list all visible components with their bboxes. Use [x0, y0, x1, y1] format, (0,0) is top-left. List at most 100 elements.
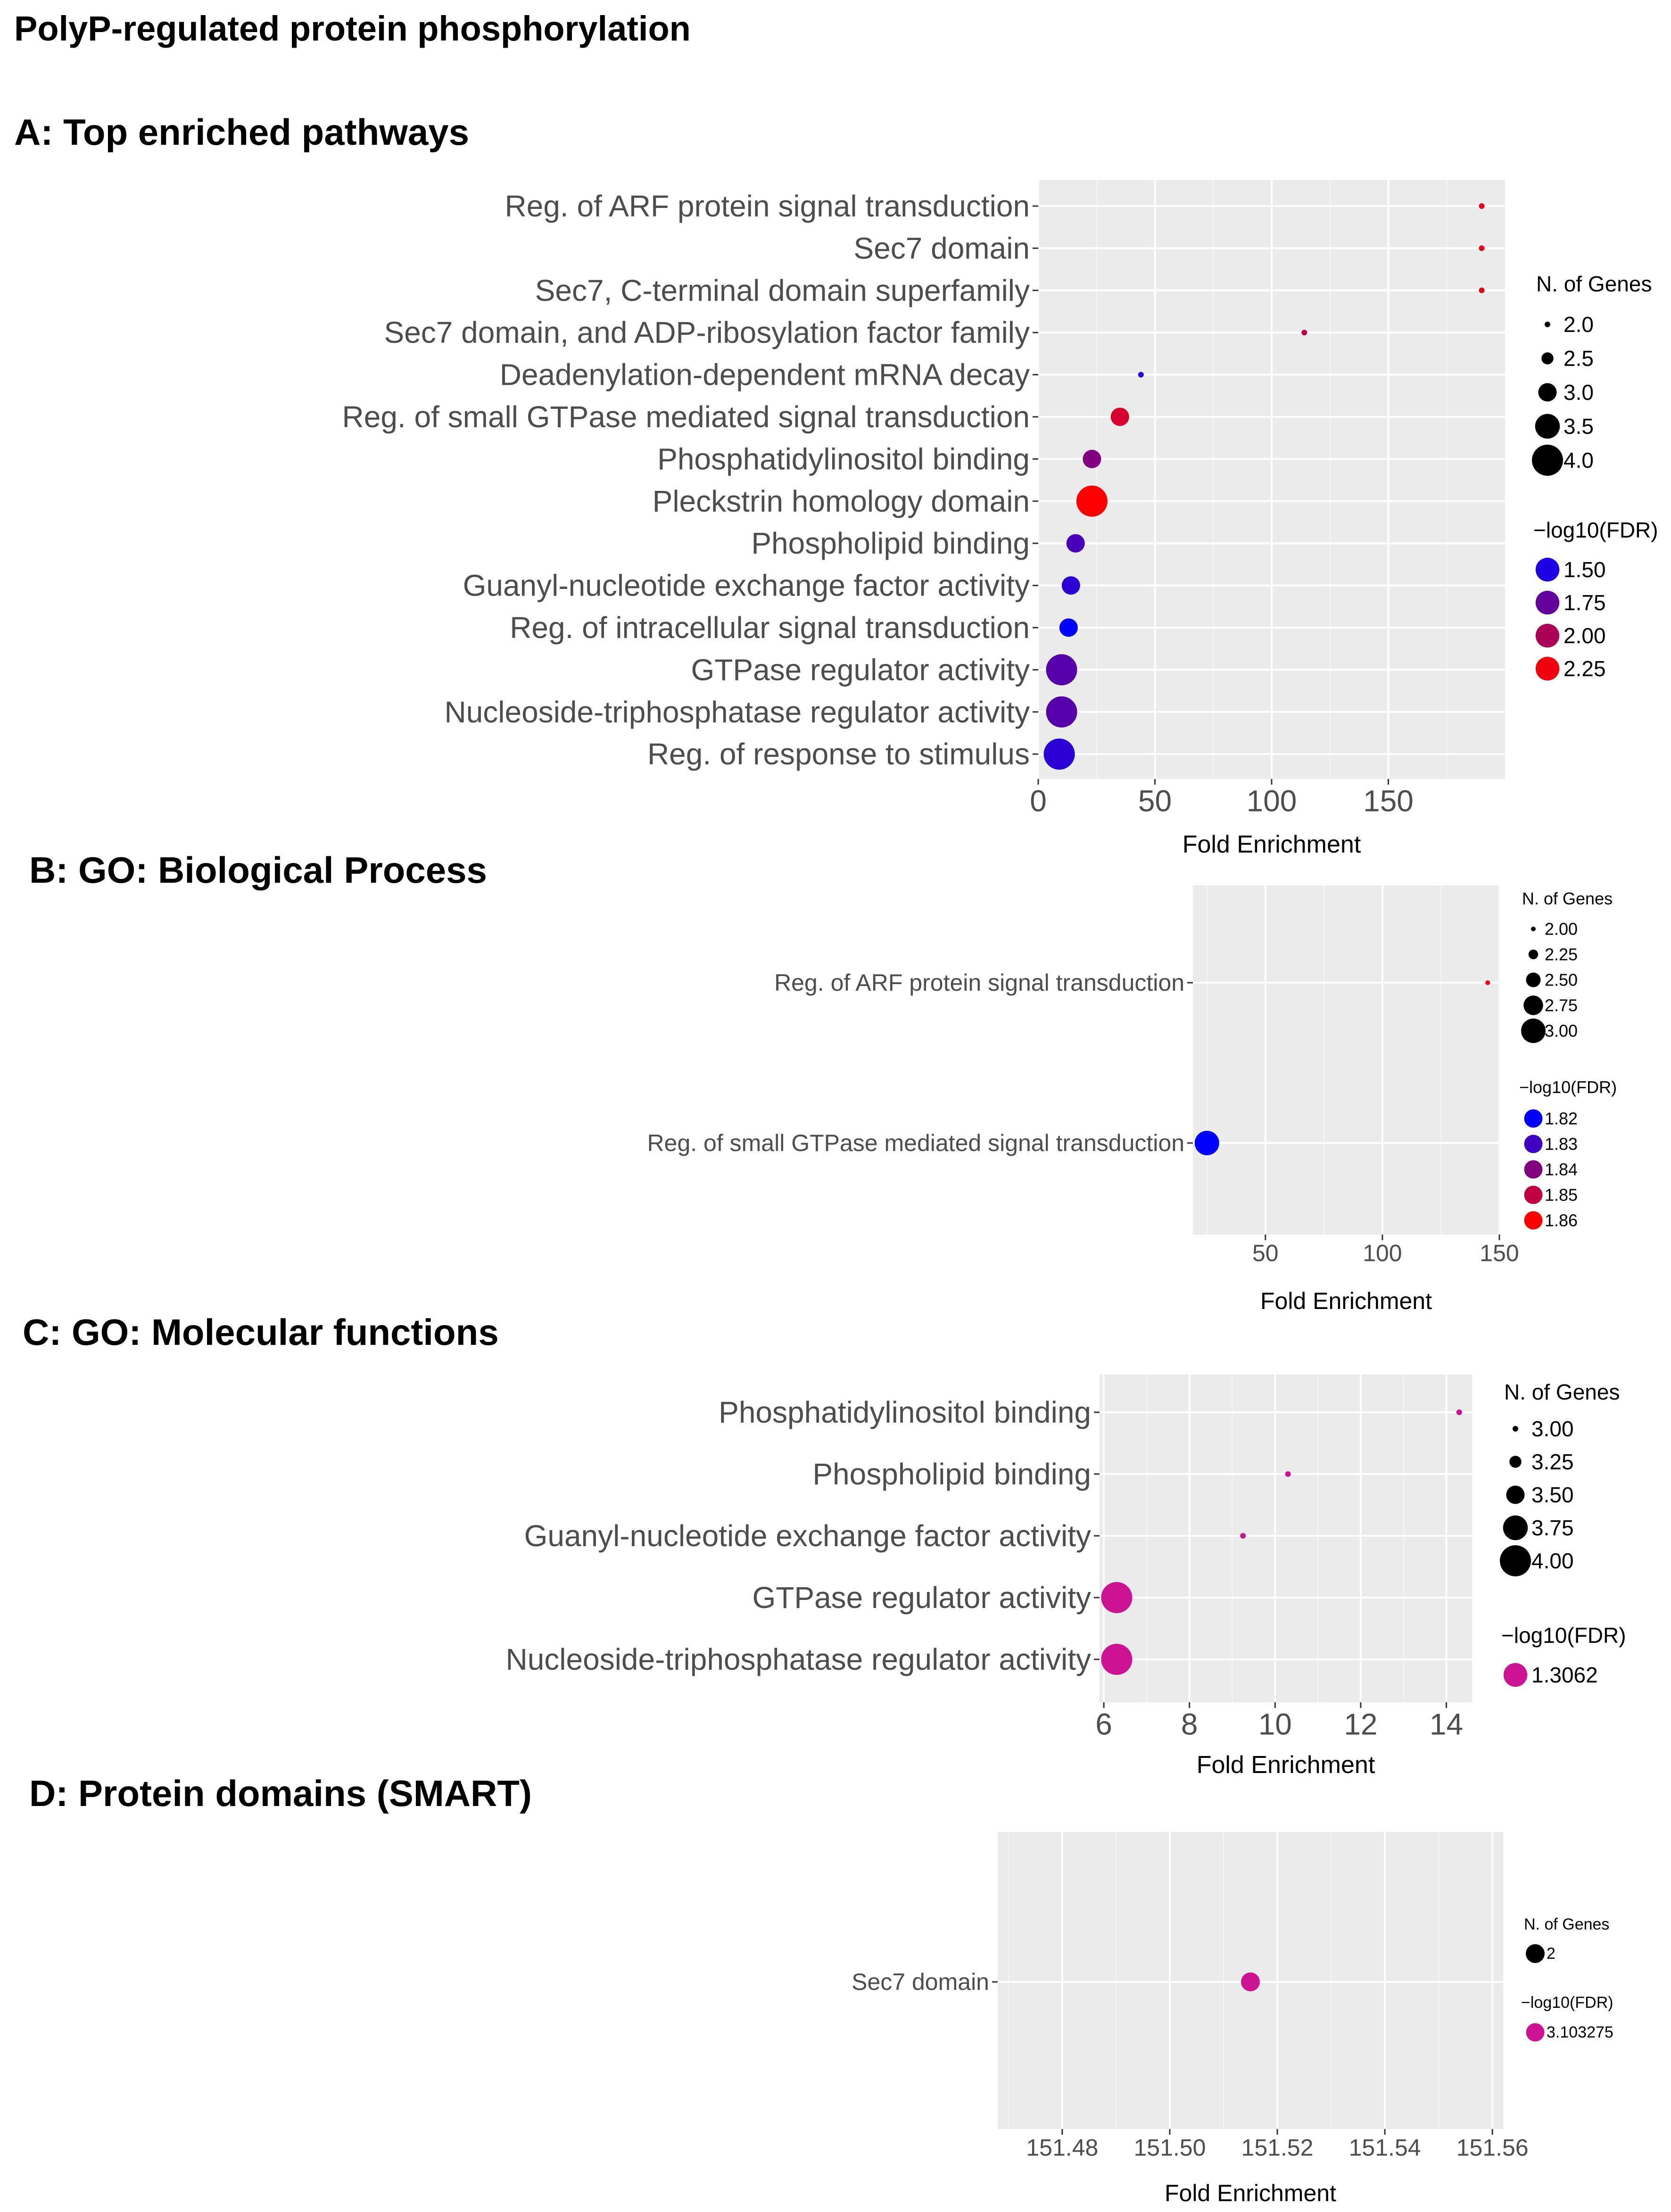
chart-d: Sec7 domain 151.48 151.50 151.52 151.54 151.5… — [852, 1832, 1613, 2206]
size-legend-key — [1521, 1019, 1546, 1043]
color-legend-title: −log10(FDR) — [1533, 518, 1658, 542]
data-point — [1241, 1972, 1260, 1991]
color-legend-title: −log10(FDR) — [1521, 1994, 1613, 2012]
x-tick-label: 50 — [1138, 784, 1172, 818]
color-legend-label: 1.85 — [1545, 1185, 1578, 1205]
category-label: Sec7 domain — [853, 231, 1030, 265]
size-legend-key — [1545, 322, 1550, 327]
x-axis-label: Fold Enrichment — [1165, 2180, 1336, 2206]
category-label: Phosphatidylinositol binding — [657, 442, 1030, 476]
size-legend-key — [1500, 1545, 1531, 1576]
size-legend-title: N. of Genes — [1522, 889, 1613, 908]
x-tick-label: 151.56 — [1456, 2135, 1529, 2161]
x-tick-label: 50 — [1252, 1240, 1279, 1267]
data-point — [1110, 407, 1129, 426]
size-legend-label: 2.00 — [1545, 920, 1578, 939]
color-legend-label: 1.84 — [1545, 1160, 1578, 1179]
x-axis-label: Fold Enrichment — [1183, 831, 1361, 858]
category-label: Guanyl-nucleotide exchange factor activi… — [463, 569, 1030, 603]
panel-d-title: D: Protein domains (SMART) — [29, 1773, 532, 1814]
data-point — [1046, 654, 1077, 686]
size-legend-label: 4.0 — [1563, 448, 1594, 472]
data-point — [1485, 980, 1490, 985]
x-tick-label: 100 — [1247, 784, 1297, 818]
panel-a-title: A: Top enriched pathways — [14, 111, 470, 153]
category-label: Reg. of ARF protein signal transduction — [505, 189, 1030, 223]
data-point — [1061, 576, 1080, 595]
x-tick-label: 8 — [1181, 1707, 1198, 1741]
chart-c: Phosphatidylinositol binding Phospholipid… — [505, 1375, 1626, 1779]
color-legend-key — [1535, 656, 1560, 681]
color-legend-label: 1.82 — [1545, 1109, 1578, 1128]
panel-b-title: B: GO: Biological Process — [29, 849, 487, 891]
size-legend-key — [1535, 414, 1560, 439]
data-point — [1285, 1471, 1291, 1477]
color-legend-key — [1524, 1109, 1543, 1128]
data-point — [1083, 449, 1101, 468]
size-legend-label: 3.75 — [1531, 1516, 1574, 1540]
size-legend-label: 4.00 — [1531, 1549, 1574, 1573]
category-label: Sec7, C-terminal domain superfamily — [535, 273, 1030, 307]
category-label: Reg. of ARF protein signal transduction — [774, 969, 1184, 996]
category-label: Deadenylation-dependent mRNA decay — [500, 358, 1030, 392]
color-legend-key — [1535, 590, 1560, 615]
plot-panel — [1100, 1375, 1472, 1702]
color-legend-key — [1503, 1663, 1528, 1687]
size-legend-key — [1538, 383, 1557, 402]
data-point — [1043, 738, 1075, 770]
color-legend-title: −log10(FDR) — [1519, 1077, 1617, 1097]
size-legend-key — [1531, 927, 1536, 931]
category-label: Guanyl-nucleotide exchange factor activi… — [524, 1519, 1091, 1553]
category-label: Reg. of small GTPase mediated signal tra… — [342, 400, 1030, 434]
data-point — [1076, 485, 1108, 517]
color-legend-label: 2.25 — [1563, 656, 1606, 681]
size-legend-label: 3.00 — [1531, 1417, 1574, 1441]
data-point — [1479, 287, 1485, 293]
color-legend-label: 3.103275 — [1547, 2023, 1613, 2041]
size-legend-key — [1532, 445, 1563, 476]
x-tick-label: 6 — [1095, 1707, 1112, 1741]
x-tick-label: 150 — [1363, 784, 1414, 818]
figure-title: PolyP-regulated protein phosphorylation — [14, 9, 691, 48]
x-tick-label: 151.52 — [1241, 2135, 1314, 2161]
size-legend-title: N. of Genes — [1524, 1915, 1609, 1933]
size-legend-label: 3.50 — [1531, 1483, 1574, 1507]
size-legend-label: 3.0 — [1563, 380, 1594, 405]
size-legend-label: 3.00 — [1545, 1021, 1578, 1041]
size-legend-key — [1526, 1944, 1545, 1963]
plot-panel — [1193, 886, 1499, 1234]
size-legend-key — [1506, 1485, 1525, 1504]
x-tick-label: 10 — [1258, 1707, 1292, 1741]
panel-c-title: C: GO: Molecular functions — [23, 1311, 499, 1353]
size-legend-key — [1503, 1515, 1528, 1541]
color-legend-label: 1.83 — [1545, 1135, 1578, 1154]
data-point — [1479, 203, 1485, 209]
data-point — [1240, 1533, 1246, 1539]
size-legend-key — [1528, 949, 1539, 960]
color-legend-label: 1.3062 — [1531, 1663, 1598, 1687]
color-legend-label: 1.50 — [1563, 557, 1606, 582]
size-legend-title: N. of Genes — [1536, 272, 1652, 296]
data-point — [1046, 696, 1077, 728]
category-label: Pleckstrin homology domain — [653, 484, 1030, 518]
size-legend-label: 3.25 — [1531, 1450, 1574, 1474]
x-tick-label: 14 — [1430, 1707, 1463, 1741]
size-legend-label: 2.75 — [1545, 996, 1578, 1015]
color-legend-key — [1535, 623, 1560, 648]
size-legend-key — [1513, 1426, 1518, 1432]
color-legend-title: −log10(FDR) — [1501, 1623, 1626, 1648]
size-legend-label: 2.0 — [1563, 312, 1594, 337]
chart-a: Reg. of ARF protein signal transduction S… — [342, 180, 1658, 858]
data-point — [1101, 1644, 1133, 1675]
color-legend-key — [1524, 1211, 1543, 1230]
size-legend-label: 2 — [1547, 1945, 1555, 1963]
size-legend-label: 2.50 — [1545, 970, 1578, 990]
color-legend-label: 2.00 — [1563, 623, 1606, 648]
data-point — [1301, 330, 1307, 336]
category-label: Sec7 domain, and ADP-ribosylation factor… — [384, 315, 1030, 349]
x-axis-label: Fold Enrichment — [1197, 1751, 1375, 1779]
size-legend-key — [1523, 995, 1543, 1015]
category-label: GTPase regulator activity — [753, 1581, 1092, 1615]
category-label: Reg. of response to stimulus — [647, 737, 1030, 771]
